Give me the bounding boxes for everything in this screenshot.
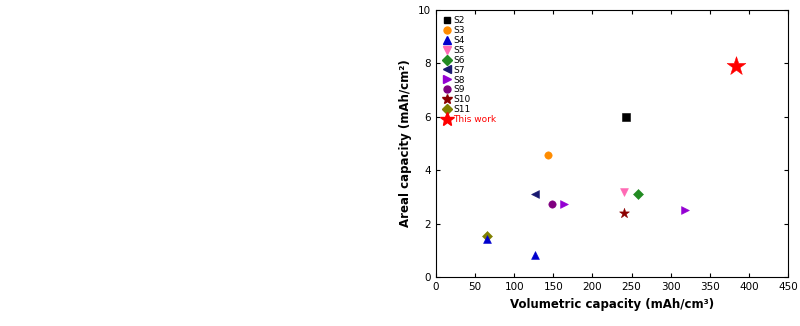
Point <box>618 189 630 195</box>
Point <box>481 234 494 239</box>
Point <box>529 191 542 196</box>
Point <box>729 64 742 69</box>
Point <box>678 208 691 213</box>
Point <box>481 237 494 242</box>
Legend: S2, S3, S4, S5, S6, S7, S8, S9, S10, S11, This work: S2, S3, S4, S5, S6, S7, S8, S9, S10, S11… <box>441 14 498 126</box>
Y-axis label: Areal capacity (mAh/cm²): Areal capacity (mAh/cm²) <box>399 60 413 227</box>
X-axis label: Volumetric capacity (mAh/cm³): Volumetric capacity (mAh/cm³) <box>510 298 714 311</box>
Point <box>631 191 644 196</box>
Point <box>529 253 542 258</box>
Point <box>620 115 633 120</box>
Point <box>542 153 554 158</box>
Point <box>618 211 630 216</box>
Point <box>557 202 570 207</box>
Point <box>546 202 558 207</box>
